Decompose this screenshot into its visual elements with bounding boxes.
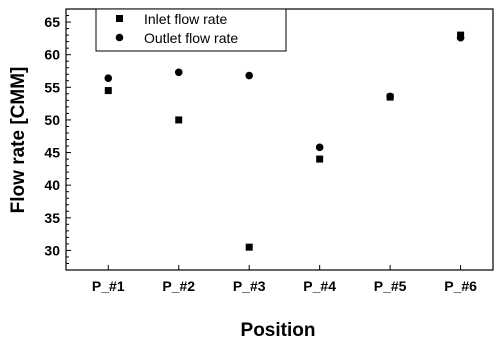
- x-axis-title: Position: [241, 320, 316, 341]
- y-tick-label: 45: [44, 145, 60, 161]
- point-inlet: [245, 243, 253, 251]
- legend-marker-outlet: [115, 33, 124, 42]
- x-axis: P_#1 P_#2 P_#3 P_#4 P_#5 P_#6: [92, 265, 477, 294]
- point-inlet: [316, 155, 324, 163]
- y-tick-label: 30: [44, 242, 60, 258]
- point-outlet: [104, 74, 113, 82]
- legend-marker-inlet: [116, 15, 123, 22]
- x-tick-label: P_#2: [162, 278, 195, 294]
- y-tick-label: 60: [44, 47, 60, 63]
- y-axis: 30 35 40 45 50 55 60 65: [44, 8, 71, 271]
- point-outlet: [245, 71, 254, 80]
- point-outlet: [386, 92, 394, 101]
- y-axis-title: Flow rate [CMM]: [8, 67, 29, 214]
- y-tick-label: 65: [44, 14, 60, 30]
- legend-label-outlet: Outlet flow rate: [144, 30, 238, 46]
- point-inlet: [175, 116, 183, 124]
- y-tick-label: 50: [44, 112, 60, 128]
- x-tick-label: P_#3: [233, 278, 266, 294]
- point-outlet: [315, 143, 324, 152]
- y-tick-label: 55: [44, 79, 60, 95]
- x-tick-label: P_#4: [303, 278, 336, 294]
- data-points: [104, 31, 465, 251]
- x-tick-label: P_#1: [92, 278, 125, 294]
- x-tick-label: P_#6: [444, 278, 477, 294]
- legend-label-inlet: Inlet flow rate: [144, 11, 227, 27]
- point-outlet: [174, 68, 183, 77]
- legend: Inlet flow rate Outlet flow rate: [95, 8, 287, 52]
- x-tick-label: P_#5: [374, 278, 407, 294]
- legend-box: [95, 8, 287, 52]
- point-inlet: [104, 87, 112, 95]
- point-outlet: [456, 33, 465, 42]
- y-tick-label: 35: [44, 210, 60, 226]
- y-tick-label: 40: [44, 177, 60, 193]
